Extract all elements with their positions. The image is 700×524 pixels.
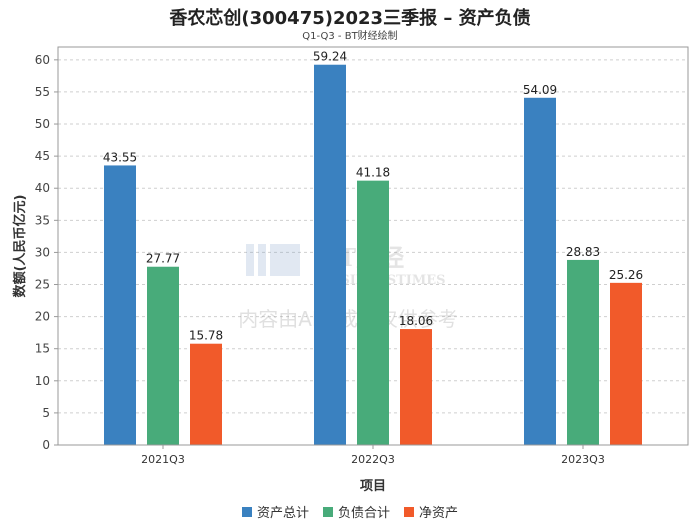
- y-tick-label: 55: [35, 85, 50, 99]
- bar: [104, 165, 136, 445]
- bar: [610, 282, 642, 445]
- y-tick-label: 25: [35, 278, 50, 292]
- legend-swatch: [241, 506, 252, 517]
- y-tick-label: 45: [35, 149, 50, 163]
- x-axis-label: 项目: [360, 479, 386, 494]
- axis-ticks: 0 5 10 15 20 25 30 35 40 45 50 55 60 2021Q3 2022Q3 2023…: [35, 53, 605, 466]
- legend: 资产总计 负债合计 净资产: [0, 502, 700, 521]
- legend-item: 净资产: [404, 502, 458, 521]
- legend-swatch: [322, 506, 333, 517]
- y-tick-label: 5: [42, 406, 50, 420]
- legend-label: 净资产: [419, 506, 459, 521]
- y-tick-label: 10: [35, 374, 50, 388]
- y-tick-label: 50: [35, 117, 50, 131]
- data-label: 15.78: [189, 329, 223, 343]
- legend-label: 负债合计: [337, 506, 390, 521]
- data-label: 54.09: [523, 83, 557, 97]
- x-tick-label: 2021Q3: [141, 453, 185, 466]
- y-tick-label: 15: [35, 342, 50, 356]
- watermark-logo-block: [258, 244, 266, 276]
- bar: [190, 343, 222, 445]
- chart-title: 香农芯创(300475)2023三季报 – 资产负债: [169, 8, 531, 29]
- y-tick-label: 40: [35, 181, 50, 195]
- data-label: 59.24: [313, 50, 347, 64]
- x-tick-label: 2022Q3: [351, 453, 395, 466]
- bar: [314, 64, 346, 446]
- bar: [567, 259, 599, 445]
- data-label: 41.18: [356, 166, 390, 180]
- bar: [400, 329, 432, 445]
- bar: [524, 97, 556, 445]
- y-tick-label: 0: [42, 438, 50, 452]
- watermark-notice: 内容由AI生成，仅供参考: [238, 307, 458, 331]
- watermark-logo-block: [270, 244, 300, 276]
- data-label: 18.06: [399, 314, 433, 328]
- bar: [357, 180, 389, 445]
- x-tick-label: 2023Q3: [561, 453, 605, 466]
- legend-label: 资产总计: [256, 506, 309, 521]
- chart-subtitle: Q1-Q3 - BT财经绘制: [302, 31, 398, 42]
- y-tick-label: 20: [35, 310, 50, 324]
- y-tick-label: 35: [35, 213, 50, 227]
- data-labels: 43.55 27.77 15.78 59.24 41.18 18.06 54.09 28.83…: [103, 50, 643, 343]
- legend-item: 资产总计: [241, 502, 309, 521]
- watermark-logo-block: [246, 244, 254, 276]
- legend-item: 负债合计: [322, 502, 390, 521]
- data-label: 27.77: [146, 252, 180, 266]
- legend-swatch: [404, 506, 414, 517]
- bars: [104, 64, 642, 446]
- y-tick-label: 30: [35, 245, 50, 259]
- data-label: 25.26: [609, 268, 643, 282]
- bar: [147, 266, 179, 445]
- data-label: 43.55: [103, 150, 137, 164]
- y-axis-label: 数额(人民币亿元): [12, 195, 28, 298]
- data-label: 28.83: [566, 245, 600, 259]
- y-tick-label: 60: [35, 53, 50, 67]
